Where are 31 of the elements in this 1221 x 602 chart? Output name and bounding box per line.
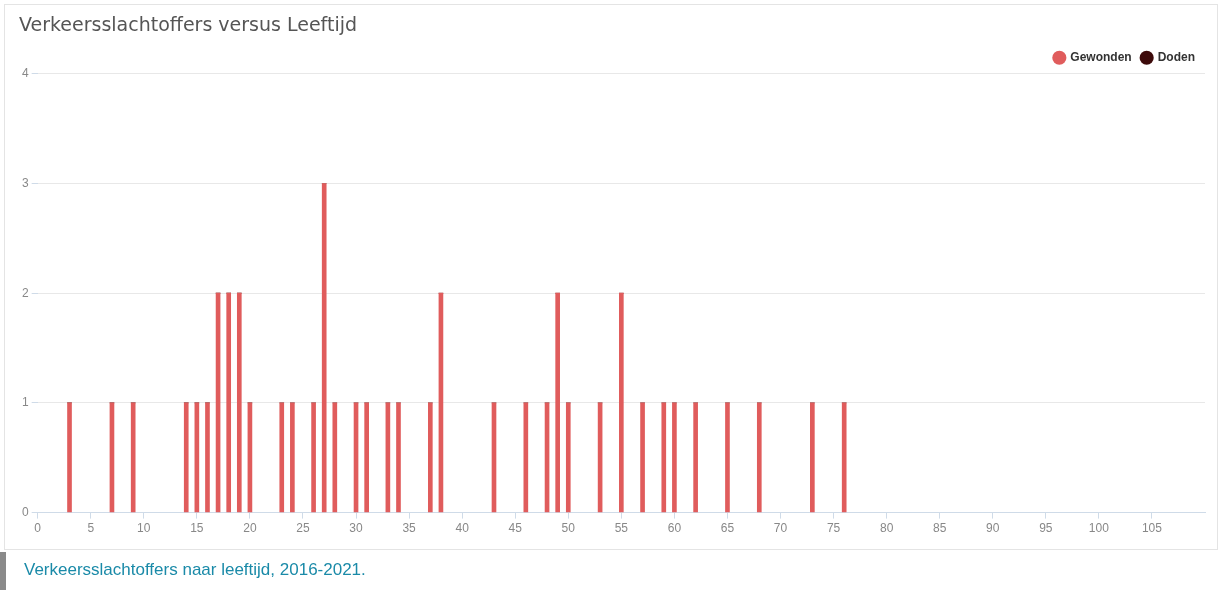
x-tick-label: 5 bbox=[87, 521, 95, 536]
x-tick-label: 10 bbox=[137, 521, 151, 536]
x-tick-label: 25 bbox=[296, 521, 310, 536]
legend-label: Gewonden bbox=[1070, 50, 1132, 65]
y-tick-label: 2 bbox=[21, 285, 29, 300]
x-tick-label: 45 bbox=[508, 521, 523, 536]
x-tick-label: 70 bbox=[773, 521, 788, 536]
chart-title: Verkeersslachtoffers versus Leeftijd bbox=[19, 13, 358, 36]
x-tick-label: 0 bbox=[34, 521, 42, 536]
x-tick-label: 105 bbox=[1141, 521, 1163, 536]
y-tick-label: 3 bbox=[21, 175, 29, 190]
x-tick-label: 20 bbox=[243, 521, 257, 536]
x-tick-label: 90 bbox=[986, 521, 1000, 536]
text: Verkeersslachtoffers naar leeftijd, 2016-2021. bbox=[0, 552, 1221, 590]
x-tick-label: 50 bbox=[561, 521, 576, 536]
x-tick-label: 60 bbox=[667, 521, 682, 536]
x-tick-label: 15 bbox=[190, 521, 204, 536]
x-tick-label: 95 bbox=[1039, 521, 1053, 536]
x-tick-label: 75 bbox=[826, 521, 841, 536]
x-tick-label: 30 bbox=[349, 521, 364, 536]
x-tick-label: 55 bbox=[614, 521, 629, 536]
y-tick-label: 0 bbox=[21, 504, 29, 519]
y-tick-label: 1 bbox=[21, 395, 29, 410]
x-tick-label: 40 bbox=[455, 521, 470, 536]
y-tick-label: 4 bbox=[21, 66, 29, 81]
x-tick-label: 85 bbox=[933, 521, 947, 536]
legend-label: Doden bbox=[1157, 50, 1196, 65]
x-tick-label: 65 bbox=[720, 521, 735, 536]
x-tick-label: 100 bbox=[1088, 521, 1110, 536]
x-tick-label: 35 bbox=[402, 521, 417, 536]
x-tick-label: 80 bbox=[879, 521, 894, 536]
